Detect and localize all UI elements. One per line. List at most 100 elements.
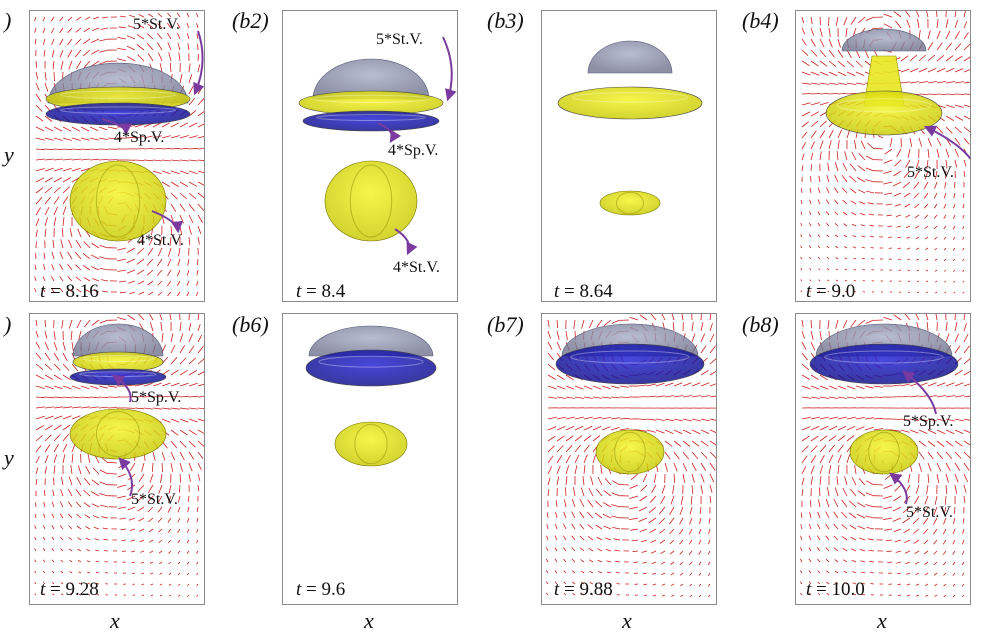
velocity-vector: [50, 16, 55, 22]
velocity-vector: [118, 506, 127, 509]
velocity-vector: [179, 192, 187, 200]
velocity-vector: [571, 570, 576, 574]
velocity-vector: [83, 60, 91, 68]
velocity-vector: [98, 137, 108, 140]
velocity-vector: [563, 558, 567, 563]
velocity-vector: [62, 186, 70, 194]
velocity-vector: [143, 148, 154, 150]
velocity-vector: [659, 528, 666, 534]
velocity-vector: [698, 528, 702, 535]
velocity-vector: [886, 214, 893, 217]
velocity-vector: [71, 341, 74, 351]
vortex-ring-blue: [809, 343, 959, 385]
velocity-vector: [891, 384, 901, 387]
velocity-vector: [59, 276, 64, 282]
velocity-vector: [152, 407, 162, 410]
velocity-vector: [844, 290, 848, 293]
velocity-vector: [963, 383, 970, 387]
velocity-vector: [934, 258, 938, 261]
velocity-vector: [891, 418, 902, 420]
velocity-vector: [583, 385, 593, 390]
velocity-vector: [900, 418, 910, 421]
velocity-vector: [864, 49, 869, 59]
velocity-vector: [197, 462, 202, 471]
velocity-vector: [51, 582, 55, 585]
velocity-vector: [177, 517, 181, 523]
time-label-4: t = 9.0: [806, 281, 856, 302]
velocity-vector: [646, 383, 656, 387]
velocity-vector: [197, 86, 204, 95]
velocity-vector: [84, 514, 91, 519]
velocity-vector: [682, 462, 688, 472]
velocity-vector: [188, 357, 196, 365]
velocity-vector: [864, 396, 875, 399]
velocity-vector: [157, 291, 163, 296]
velocity-vector: [808, 535, 812, 541]
velocity-vector: [873, 147, 884, 150]
velocity-vector: [152, 122, 162, 128]
velocity-vector: [962, 291, 965, 294]
velocity-vector: [855, 49, 861, 59]
velocity-vector: [649, 495, 657, 503]
velocity-vector: [67, 501, 73, 508]
velocity-vector: [660, 495, 666, 504]
velocity-vector: [629, 316, 639, 321]
velocity-vector: [148, 291, 154, 296]
velocity-vector: [51, 38, 55, 46]
velocity-vector: [42, 559, 46, 563]
velocity-vector: [648, 517, 657, 524]
velocity-vector: [86, 549, 91, 552]
velocity-vector: [592, 385, 602, 390]
velocity-vector: [76, 476, 82, 486]
velocity-vector: [91, 266, 100, 271]
velocity-vector: [934, 225, 938, 230]
velocity-vector: [51, 570, 55, 574]
velocity-vector: [655, 382, 665, 387]
vortex-barrel: [69, 160, 167, 242]
velocity-field: [34, 12, 204, 297]
velocity-vector: [44, 363, 52, 371]
velocity-vector: [78, 593, 82, 596]
velocity-vector: [615, 560, 621, 563]
velocity-vector: [909, 418, 919, 421]
velocity-vector: [846, 454, 851, 464]
velocity-vector: [918, 81, 928, 84]
velocity-vector: [833, 511, 839, 519]
velocity-vector: [828, 93, 839, 95]
velocity-vector: [963, 115, 970, 120]
velocity-vector: [138, 14, 145, 18]
velocity-vector: [828, 16, 830, 27]
velocity-vector: [136, 269, 145, 275]
velocity-vector: [810, 38, 816, 47]
velocity-vector: [709, 495, 712, 504]
velocity-vector: [857, 525, 866, 530]
velocity-vector: [62, 137, 72, 141]
velocity-vector: [186, 33, 190, 40]
velocity-vector: [167, 528, 172, 533]
velocity-vector: [961, 572, 965, 576]
velocity-vector: [810, 27, 815, 36]
velocity-vector: [188, 181, 198, 187]
velocity-vector: [800, 268, 803, 271]
velocity-vector: [809, 500, 812, 508]
velocity-vector: [188, 345, 195, 354]
velocity-vector: [909, 68, 919, 73]
x-axis-label-4: x: [877, 608, 887, 633]
velocity-vector: [197, 334, 203, 343]
velocity-vector: [817, 511, 821, 519]
velocity-vector: [62, 341, 66, 351]
velocity-vector: [801, 111, 811, 117]
velocity-vector: [862, 257, 866, 260]
velocity-vector: [631, 539, 639, 542]
velocity-vector: [907, 258, 911, 261]
velocity-vector: [598, 571, 603, 574]
velocity-vector: [601, 426, 611, 431]
velocity-vector: [146, 42, 154, 51]
velocity-vector: [952, 247, 956, 251]
velocity-vector: [103, 538, 109, 541]
velocity-vector: [843, 570, 848, 574]
velocity-vector: [954, 429, 964, 434]
velocity-vector: [944, 181, 947, 189]
vortex-barrel-inner: [354, 423, 388, 465]
velocity-vector: [844, 151, 848, 161]
